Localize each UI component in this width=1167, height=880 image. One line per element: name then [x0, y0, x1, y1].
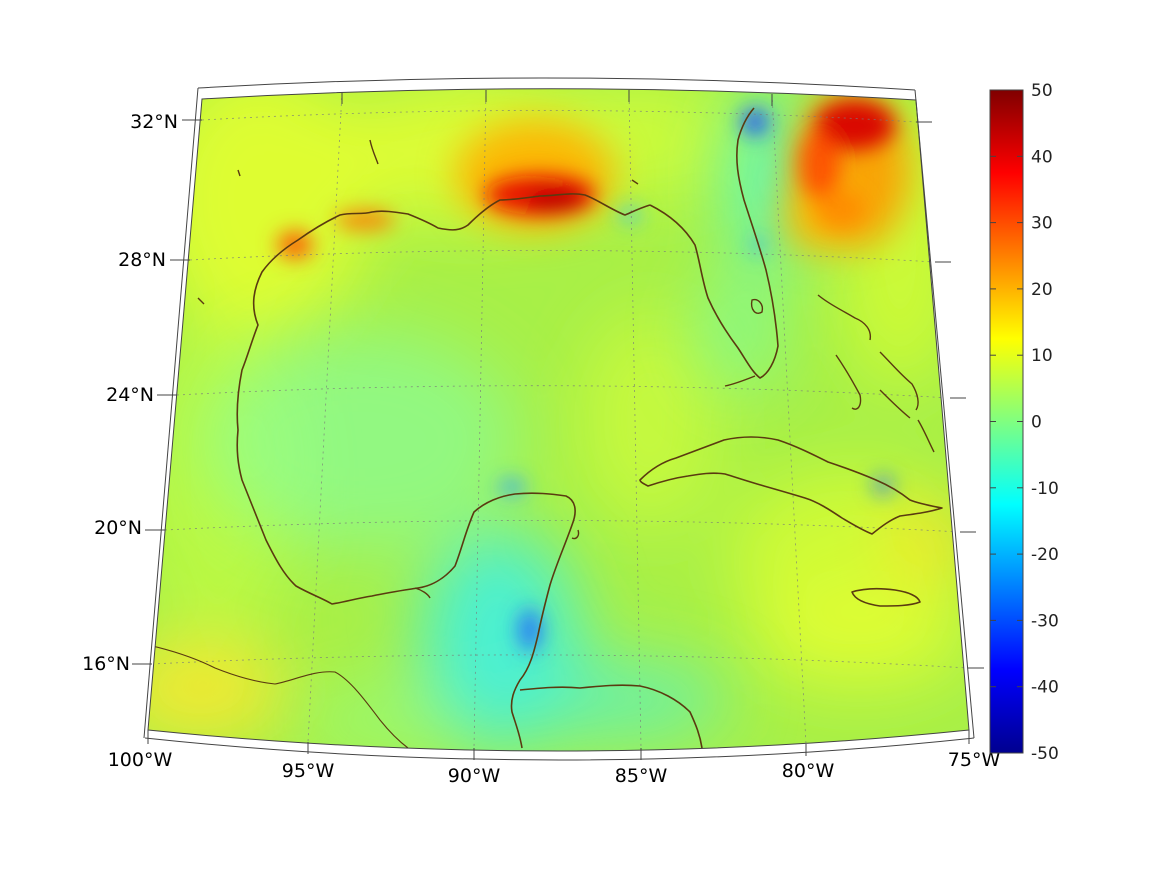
colorbar-tick-label: -50: [1031, 744, 1059, 764]
colorbar-tick-label: 50: [1031, 81, 1053, 101]
lat-label-28n: 28°N: [118, 249, 166, 271]
lat-label-20n: 20°N: [94, 517, 142, 539]
colorbar-tick-label: 40: [1031, 147, 1053, 167]
lon-label-95w: 95°W: [282, 760, 335, 782]
coastlines: [148, 107, 943, 749]
colorbar-tick-label: 20: [1031, 280, 1053, 300]
colorbar-tick-label: 0: [1031, 413, 1042, 433]
colorbar-ticks: 50 40 30 20 10 0 -10 -20 -30 -40 -50: [990, 81, 1059, 764]
colorbar-tick-label: 10: [1031, 346, 1053, 366]
colorbar: 50 40 30 20 10 0 -10 -20 -30 -40 -50: [989, 81, 1059, 764]
colorbar-tick-label: -10: [1031, 479, 1059, 499]
colorbar-tick-label: -40: [1031, 678, 1059, 698]
colorbar-tick-label: 30: [1031, 214, 1053, 234]
colorbar-tick-label: -20: [1031, 545, 1059, 565]
lon-label-75w: 75°W: [948, 749, 1001, 771]
anomaly-field: [148, 88, 969, 751]
lat-label-32n: 32°N: [130, 111, 178, 133]
graticule: [151, 89, 969, 749]
colorbar-tick-label: -30: [1031, 611, 1059, 631]
lat-label-24n: 24°N: [106, 384, 154, 406]
latitude-labels: 32°N 28°N 24°N 20°N 16°N: [82, 111, 178, 675]
longitude-labels: 100°W 95°W 90°W 85°W 80°W 75°W: [108, 749, 1001, 787]
lon-label-80w: 80°W: [782, 760, 835, 782]
lat-label-16n: 16°N: [82, 653, 130, 675]
map-frame: [132, 77, 984, 761]
lon-label-100w: 100°W: [108, 749, 173, 771]
lon-label-90w: 90°W: [448, 765, 501, 787]
lon-label-85w: 85°W: [615, 765, 668, 787]
